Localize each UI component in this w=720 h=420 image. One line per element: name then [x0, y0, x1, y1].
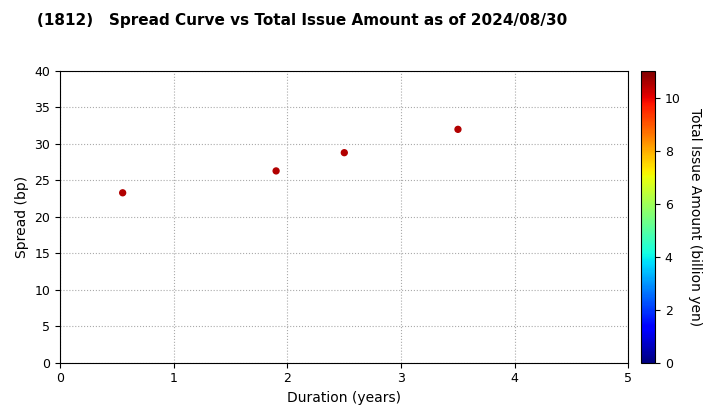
Point	[452, 126, 464, 133]
X-axis label: Duration (years): Duration (years)	[287, 391, 401, 405]
Point	[338, 150, 350, 156]
Y-axis label: Spread (bp): Spread (bp)	[15, 176, 29, 258]
Text: (1812)   Spread Curve vs Total Issue Amount as of 2024/08/30: (1812) Spread Curve vs Total Issue Amoun…	[37, 13, 567, 28]
Point	[270, 168, 282, 174]
Point	[117, 189, 128, 196]
Y-axis label: Total Issue Amount (billion yen): Total Issue Amount (billion yen)	[688, 108, 701, 326]
